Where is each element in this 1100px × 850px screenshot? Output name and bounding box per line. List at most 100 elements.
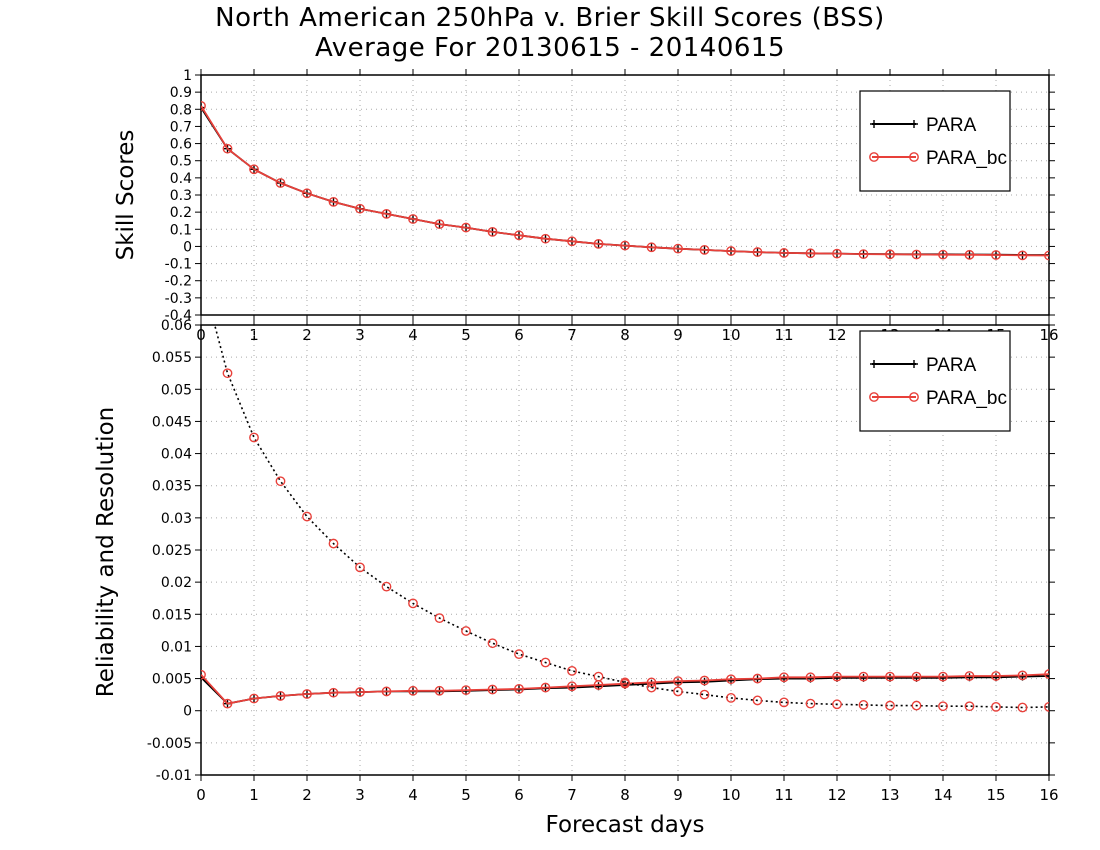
data-point [514,230,524,241]
data-point [673,686,683,697]
legend-marker [870,360,878,368]
x-tick-label: 1 [249,786,259,804]
data-point [434,685,445,696]
data-point [885,249,895,260]
data-point [726,674,736,685]
series-para_bc-solid [201,669,1049,709]
y-tick-label: 0.2 [170,205,192,221]
legend-box [859,90,1011,192]
legend-box [859,330,1011,432]
y-tick-label: 0.1 [170,222,192,238]
data-point [355,562,365,573]
legend-label: PARA_bc [926,148,1007,169]
data-point [567,681,577,692]
legend: PARA PARA_bc [859,90,1011,192]
data-point [699,244,710,255]
data-point [805,672,816,683]
chart-title-line-2: Average For 20130615 - 20140615 [314,33,785,63]
x-tick-label: 15 [986,786,1005,804]
data-point [779,697,789,708]
data-point [673,676,683,687]
data-point [832,248,842,259]
data-point [964,249,975,260]
data-point [1017,670,1028,681]
x-tick-label: 4 [408,786,418,804]
x-tick-label: 9 [673,786,683,804]
y-tick-label: 0.8 [170,102,192,118]
data-point [275,691,286,701]
data-point [593,671,604,682]
data-point [726,692,736,703]
data-point [222,368,233,379]
data-point [408,598,418,609]
y-tick-label: 1 [183,68,192,84]
y-tick-label: 0.9 [170,85,192,101]
data-point [858,700,869,710]
data-point [434,613,445,624]
data-point [911,700,922,711]
data-point [911,671,922,682]
y-tick-label: 0 [183,239,192,255]
data-point [646,682,657,693]
x-tick-label: 10 [721,786,740,804]
y-tick-label: -0.01 [156,768,192,784]
data-point [646,242,657,253]
data-point [805,248,816,259]
bottom-panel-y-axis-label: Reliability and Resolution [93,407,119,697]
data-point [249,432,259,443]
data-point [699,675,710,686]
data-point [302,511,312,522]
data-point [938,249,948,260]
data-point [752,247,763,257]
data-point [487,638,498,649]
data-point [540,657,551,668]
legend: PARA PARA_bc [859,330,1011,432]
data-point [222,143,233,154]
data-point [1017,250,1028,261]
y-tick-label: 0.025 [152,543,192,559]
data-point [991,701,1001,712]
chart-title-line-1: North American 250hPa v. Brier Skill Sco… [215,3,885,33]
data-point [673,243,683,254]
x-axis-label: Forecast days [546,812,705,838]
data-point [938,701,948,712]
legend-marker [910,360,918,368]
y-tick-label: 0.055 [152,350,192,366]
data-point [461,222,471,233]
data-point [540,233,551,244]
data-point [779,248,789,258]
data-point [408,685,418,696]
series-para_bc-dotted [213,325,1049,713]
data-point [249,164,259,175]
data-point [646,677,657,688]
data-point [408,214,418,224]
data-point [487,226,498,237]
data-point [381,686,392,697]
series-line [201,105,1049,257]
data-point [461,626,471,636]
data-point [779,672,789,683]
y-tick-label: 0.045 [152,414,192,430]
x-tick-label: 14 [933,786,952,804]
data-point [567,665,577,676]
data-point [1044,701,1049,712]
data-point [514,649,524,660]
data-point [275,476,286,487]
y-tick-label: 0.5 [170,154,192,170]
x-tick-label: 16 [1039,786,1058,804]
data-point [302,689,312,699]
data-point [858,249,869,260]
data-point [858,671,869,682]
data-point [885,671,895,682]
legend-marker [910,120,918,128]
y-tick-label: 0.06 [161,318,192,334]
y-tick-label: 0 [183,704,192,720]
series-line [201,673,1049,705]
x-tick-label: 0 [196,786,206,804]
legend-marker [909,392,919,402]
data-point [620,677,630,688]
y-tick-label: -0.4 [165,308,192,324]
data-point [434,219,445,230]
data-point [302,188,312,199]
